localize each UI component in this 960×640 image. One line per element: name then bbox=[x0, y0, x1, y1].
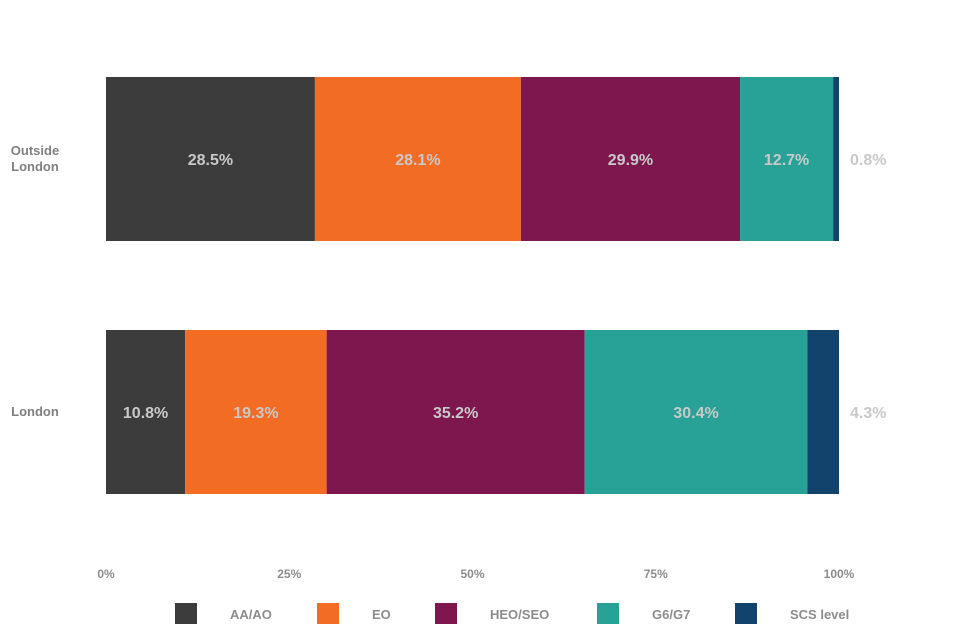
legend-label-scs-level: SCS level bbox=[790, 607, 849, 622]
legend-label-heo-seo: HEO/SEO bbox=[490, 607, 549, 622]
category-label-london: London bbox=[11, 404, 59, 419]
legend-swatch-g6-g7 bbox=[597, 603, 619, 624]
bar-outside-london-heo-seo bbox=[520, 77, 741, 241]
legend-swatch-eo bbox=[317, 603, 339, 624]
x-axis-ticks: 0% 25% 50% 75% 100% bbox=[97, 567, 854, 581]
x-tick-label: 100% bbox=[824, 567, 855, 581]
legend-label-eo: EO bbox=[372, 607, 391, 622]
bar-london-eo bbox=[185, 330, 327, 494]
legend-swatch-heo-seo bbox=[435, 603, 457, 624]
bar-outside-london-g6-g7 bbox=[740, 77, 834, 241]
bar-outside-london-aa-ao bbox=[106, 77, 315, 241]
bar-london-scs-level bbox=[807, 330, 839, 494]
bar-london-g6-g7 bbox=[584, 330, 808, 494]
legend-label-aa-ao: AA/AO bbox=[230, 607, 272, 622]
bar-outside-london-eo bbox=[314, 77, 521, 241]
x-tick-label: 50% bbox=[460, 567, 484, 581]
data-label-outside-london-scs-level: 0.8% bbox=[850, 152, 886, 169]
legend-label-g6-g7: G6/G7 bbox=[652, 607, 690, 622]
bar-outside-london-scs-level bbox=[833, 77, 839, 241]
data-label-london-g6-g7: 30.4% bbox=[673, 405, 718, 422]
data-label-outside-london-aa-ao: 28.5% bbox=[188, 152, 233, 169]
data-label-london-heo-seo: 35.2% bbox=[433, 405, 478, 422]
category-label-outside-london: Outside London bbox=[11, 143, 59, 174]
bar-london-aa-ao bbox=[106, 330, 186, 494]
data-label-outside-london-eo: 28.1% bbox=[395, 152, 440, 169]
data-label-london-eo: 19.3% bbox=[233, 405, 278, 422]
data-label-london-aa-ao: 10.8% bbox=[123, 405, 168, 422]
x-tick-label: 75% bbox=[644, 567, 668, 581]
x-tick-label: 25% bbox=[277, 567, 301, 581]
category-labels: Outside London London bbox=[11, 143, 59, 419]
x-tick-label: 0% bbox=[97, 567, 115, 581]
data-labels: 28.5% 28.1% 29.9% 12.7% 0.8% 10.8% 19.3% 35.2% 3… bbox=[123, 152, 887, 422]
legend: AA/AO EO HEO/SEO G6/G7 SCS level bbox=[175, 603, 849, 624]
legend-swatch-scs-level bbox=[735, 603, 757, 624]
bars-layer bbox=[106, 77, 839, 494]
bar-london-heo-seo bbox=[326, 330, 585, 494]
data-label-london-scs-level: 4.3% bbox=[850, 405, 886, 422]
data-label-outside-london-heo-seo: 29.9% bbox=[608, 152, 653, 169]
data-label-outside-london-g6-g7: 12.7% bbox=[764, 152, 809, 169]
legend-swatch-aa-ao bbox=[175, 603, 197, 624]
